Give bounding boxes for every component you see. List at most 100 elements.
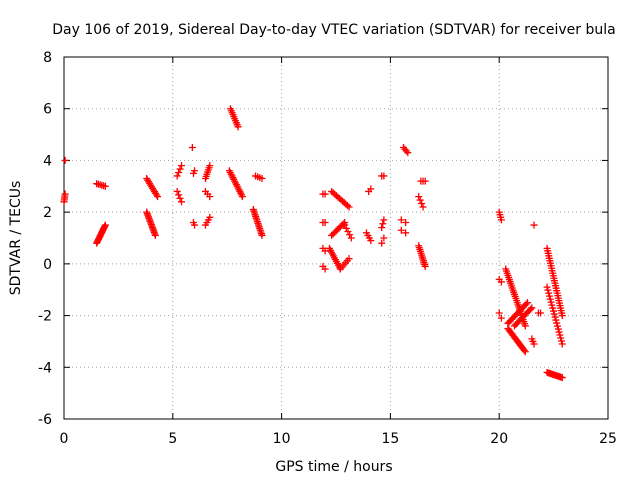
data-point xyxy=(415,193,423,201)
data-point xyxy=(61,190,69,198)
y-tick-label: -2 xyxy=(38,309,52,325)
data-point xyxy=(101,221,109,229)
data-point xyxy=(549,304,557,312)
data-point xyxy=(418,200,426,208)
data-point xyxy=(543,283,551,291)
data-point xyxy=(178,198,186,206)
y-tick-label: -4 xyxy=(38,360,52,376)
data-point xyxy=(378,239,386,247)
data-point xyxy=(497,216,505,224)
data-point xyxy=(554,325,562,333)
data-point xyxy=(321,190,329,198)
data-point xyxy=(557,334,565,342)
data-point xyxy=(173,187,181,195)
grid-lines xyxy=(64,57,608,419)
data-point xyxy=(258,175,266,183)
data-point xyxy=(530,340,538,348)
data-point xyxy=(380,172,388,180)
data-point xyxy=(556,331,564,339)
data-point xyxy=(558,374,566,382)
data-point xyxy=(344,228,352,236)
data-point xyxy=(545,292,553,300)
data-point xyxy=(178,162,186,170)
y-tick-label: -6 xyxy=(38,412,52,428)
data-point xyxy=(521,322,529,330)
data-point xyxy=(523,299,531,307)
data-point xyxy=(345,255,353,263)
data-point xyxy=(176,165,184,173)
data-point xyxy=(151,231,159,239)
data-point xyxy=(154,193,162,201)
data-point xyxy=(176,194,184,202)
data-point xyxy=(547,298,555,306)
plot-frame xyxy=(63,56,609,420)
data-point xyxy=(548,301,556,309)
x-tick-label: 0 xyxy=(60,431,69,447)
data-point xyxy=(153,191,161,199)
data-point xyxy=(551,313,559,321)
x-tick-label: 15 xyxy=(381,431,399,447)
data-point xyxy=(404,149,412,157)
data-point xyxy=(321,247,329,255)
y-tick-label: 8 xyxy=(43,50,52,66)
data-point xyxy=(558,340,566,348)
data-point xyxy=(497,278,505,286)
data-point xyxy=(497,314,505,322)
data-point xyxy=(522,300,530,308)
data-point xyxy=(206,213,214,221)
data-point xyxy=(552,316,560,324)
data-points xyxy=(60,105,566,382)
data-point xyxy=(206,193,214,201)
axis-ticks: 0 5 10 15 20 25 -6 -4 -2 0 2 4 6 8 xyxy=(38,50,617,447)
y-tick-label: 6 xyxy=(43,102,52,118)
data-point xyxy=(553,322,561,330)
data-point xyxy=(343,202,351,210)
data-point xyxy=(341,221,349,229)
y-tick-label: 4 xyxy=(43,153,52,169)
data-point xyxy=(528,304,536,312)
data-point xyxy=(367,237,375,245)
data-point xyxy=(380,216,388,224)
data-point xyxy=(173,172,181,180)
data-point xyxy=(527,305,535,313)
data-point xyxy=(234,123,242,131)
data-point xyxy=(188,144,196,151)
data-point xyxy=(238,193,246,201)
data-point xyxy=(530,221,538,229)
data-point xyxy=(191,221,199,229)
data-point xyxy=(558,312,566,320)
data-point xyxy=(402,218,410,226)
x-tick-label: 5 xyxy=(168,431,177,447)
data-point xyxy=(379,220,387,228)
data-point xyxy=(346,231,354,239)
data-point xyxy=(421,177,429,185)
data-point xyxy=(545,289,553,297)
data-point xyxy=(367,185,375,193)
data-point xyxy=(175,191,183,199)
data-point xyxy=(347,234,355,242)
data-point xyxy=(101,182,109,190)
x-axis-label: GPS time / hours xyxy=(275,459,392,475)
data-point xyxy=(521,348,529,356)
data-point xyxy=(258,231,266,239)
data-point xyxy=(397,216,405,224)
data-point xyxy=(378,224,386,232)
data-point xyxy=(380,234,388,242)
y-tick-label: 0 xyxy=(43,257,52,273)
data-point xyxy=(61,156,69,164)
data-point xyxy=(549,307,557,315)
x-tick-label: 25 xyxy=(599,431,617,447)
data-point xyxy=(544,286,552,294)
x-tick-label: 20 xyxy=(490,431,508,447)
data-point xyxy=(321,218,329,226)
data-point xyxy=(416,196,424,204)
data-point xyxy=(546,295,554,303)
data-point xyxy=(553,319,561,327)
chart-title: Day 106 of 2019, Sidereal Day-to-day VTE… xyxy=(52,22,615,38)
data-point xyxy=(419,203,427,211)
data-point xyxy=(558,337,566,345)
data-point xyxy=(537,309,545,317)
data-point xyxy=(345,203,353,211)
data-point xyxy=(206,162,214,170)
